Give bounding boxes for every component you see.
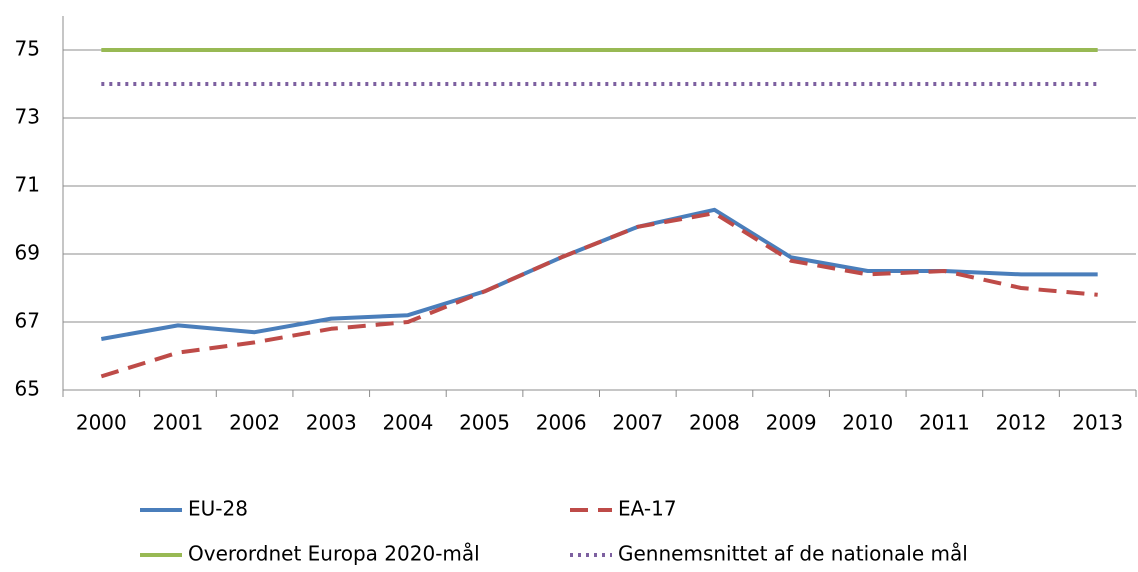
x-tick-label: 2011: [919, 411, 970, 435]
y-tick-label: 73: [15, 105, 40, 129]
x-tick-label: 2003: [306, 411, 357, 435]
x-tick-label: 2009: [766, 411, 817, 435]
x-tick-label: 2005: [459, 411, 510, 435]
x-tick-label: 2002: [229, 411, 280, 435]
series-line: [100, 211, 1098, 379]
y-tick-label: 65: [15, 377, 40, 401]
y-tick-label: 75: [15, 37, 40, 61]
legend-label: Overordnet Europa 2020-mål: [188, 542, 480, 566]
x-tick-label: 2007: [612, 411, 663, 435]
legend-label: EA-17: [618, 497, 677, 521]
y-tick-label: 71: [15, 173, 40, 197]
x-tick-label: 2012: [996, 411, 1047, 435]
x-tick-label: 2010: [842, 411, 893, 435]
y-tick-label: 67: [15, 309, 40, 333]
y-tick-label: 69: [15, 241, 40, 265]
x-tick-label: 2004: [382, 411, 433, 435]
legend-label: Gennemsnittet af de nationale mål: [618, 542, 968, 566]
x-tick-label: 2000: [76, 411, 127, 435]
legend-label: EU-28: [188, 497, 248, 521]
x-tick-label: 2006: [536, 411, 587, 435]
x-tick-label: 2008: [689, 411, 740, 435]
x-tick-label: 2013: [1072, 411, 1123, 435]
series-line: [100, 207, 1098, 341]
x-tick-label: 2001: [153, 411, 204, 435]
